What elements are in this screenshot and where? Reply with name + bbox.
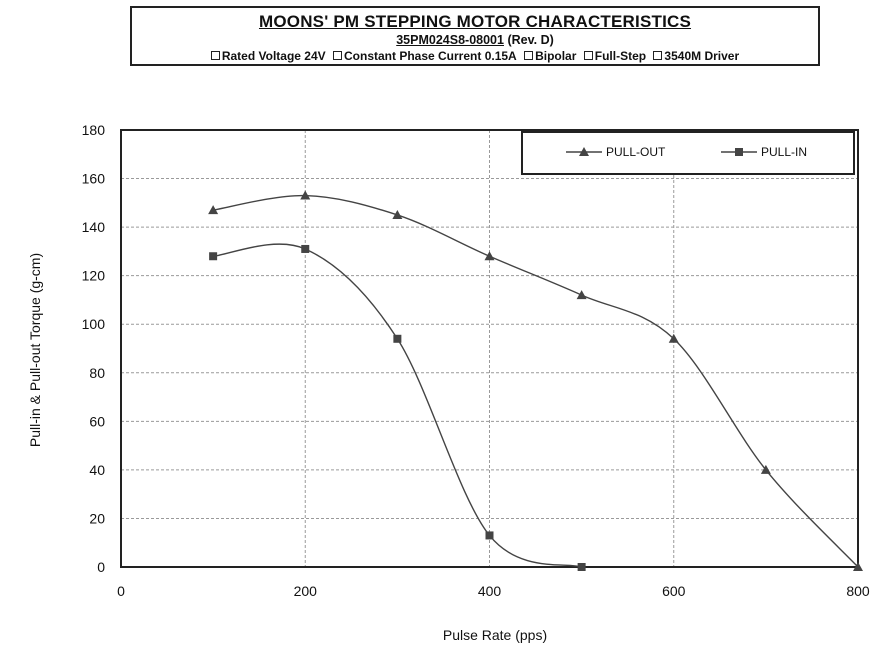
pull-out-point <box>853 562 863 571</box>
pull-out-point <box>576 290 587 300</box>
plot-frame <box>120 129 859 568</box>
legend-pull-in-marker <box>735 148 743 156</box>
x-tick-label: 400 <box>478 583 502 599</box>
y-tick-label: 160 <box>82 171 106 187</box>
spec-line: Rated Voltage 24V Constant Phase Current… <box>132 49 818 63</box>
model-number: 35PM024S8-08001 <box>396 33 504 47</box>
tick-labels: 0 20 40 60 80 100 120 140 160 180 0 200 400 600 800 <box>82 122 870 599</box>
y-tick-label: 80 <box>89 365 105 381</box>
chart-title: MOONS' PM STEPPING MOTOR CHARACTERISTICS <box>258 12 692 31</box>
pull-out-point <box>300 190 311 200</box>
spec-bipolar: Bipolar <box>524 49 576 63</box>
pull-in-point <box>301 244 310 253</box>
chart-title-box: MOONS' PM STEPPING MOTOR CHARACTERISTICS… <box>130 6 820 66</box>
legend: PULL-OUT PULL-IN <box>521 131 855 175</box>
pull-out-point <box>760 464 771 474</box>
spec-current: Constant Phase Current 0.15A <box>333 49 517 63</box>
revision: (Rev. D) <box>507 33 554 47</box>
series-layer <box>208 190 863 571</box>
y-tick-label: 40 <box>89 462 105 478</box>
pull-out-point <box>484 251 495 261</box>
y-tick-label: 100 <box>82 316 106 332</box>
chart-subtitle: 35PM024S8-08001 (Rev. D) <box>132 33 818 47</box>
spec-voltage: Rated Voltage 24V <box>211 49 326 63</box>
y-tick-label: 60 <box>89 413 105 429</box>
x-tick-label: 600 <box>662 583 686 599</box>
pull-out-line <box>213 194 859 568</box>
y-tick-label: 0 <box>97 559 105 575</box>
spec-fullstep: Full-Step <box>584 49 646 63</box>
pull-in-point <box>485 531 494 540</box>
pull-in-line <box>213 243 582 568</box>
grid <box>121 130 858 567</box>
pull-in-point <box>577 563 586 571</box>
pull-out-point <box>668 333 679 343</box>
y-axis-label: Pull-in & Pull-out Torque (g-cm) <box>27 253 43 447</box>
x-tick-label: 800 <box>846 583 870 599</box>
legend-pull-in-label: PULL-IN <box>761 145 807 159</box>
pull-in-point <box>393 334 402 343</box>
pull-in-point <box>209 252 218 261</box>
pull-out-point <box>392 209 403 219</box>
x-tick-label: 200 <box>294 583 318 599</box>
y-tick-label: 120 <box>82 268 106 284</box>
y-tick-label: 180 <box>82 122 106 138</box>
legend-pull-out-marker <box>579 147 589 156</box>
y-tick-label: 140 <box>82 219 106 235</box>
pull-out-point <box>208 205 219 215</box>
x-tick-label: 0 <box>117 583 125 599</box>
spec-driver: 3540M Driver <box>653 49 739 63</box>
x-axis-label: Pulse Rate (pps) <box>443 627 547 643</box>
legend-box <box>521 131 855 175</box>
y-tick-label: 20 <box>89 510 105 526</box>
legend-pull-out-label: PULL-OUT <box>606 145 666 159</box>
